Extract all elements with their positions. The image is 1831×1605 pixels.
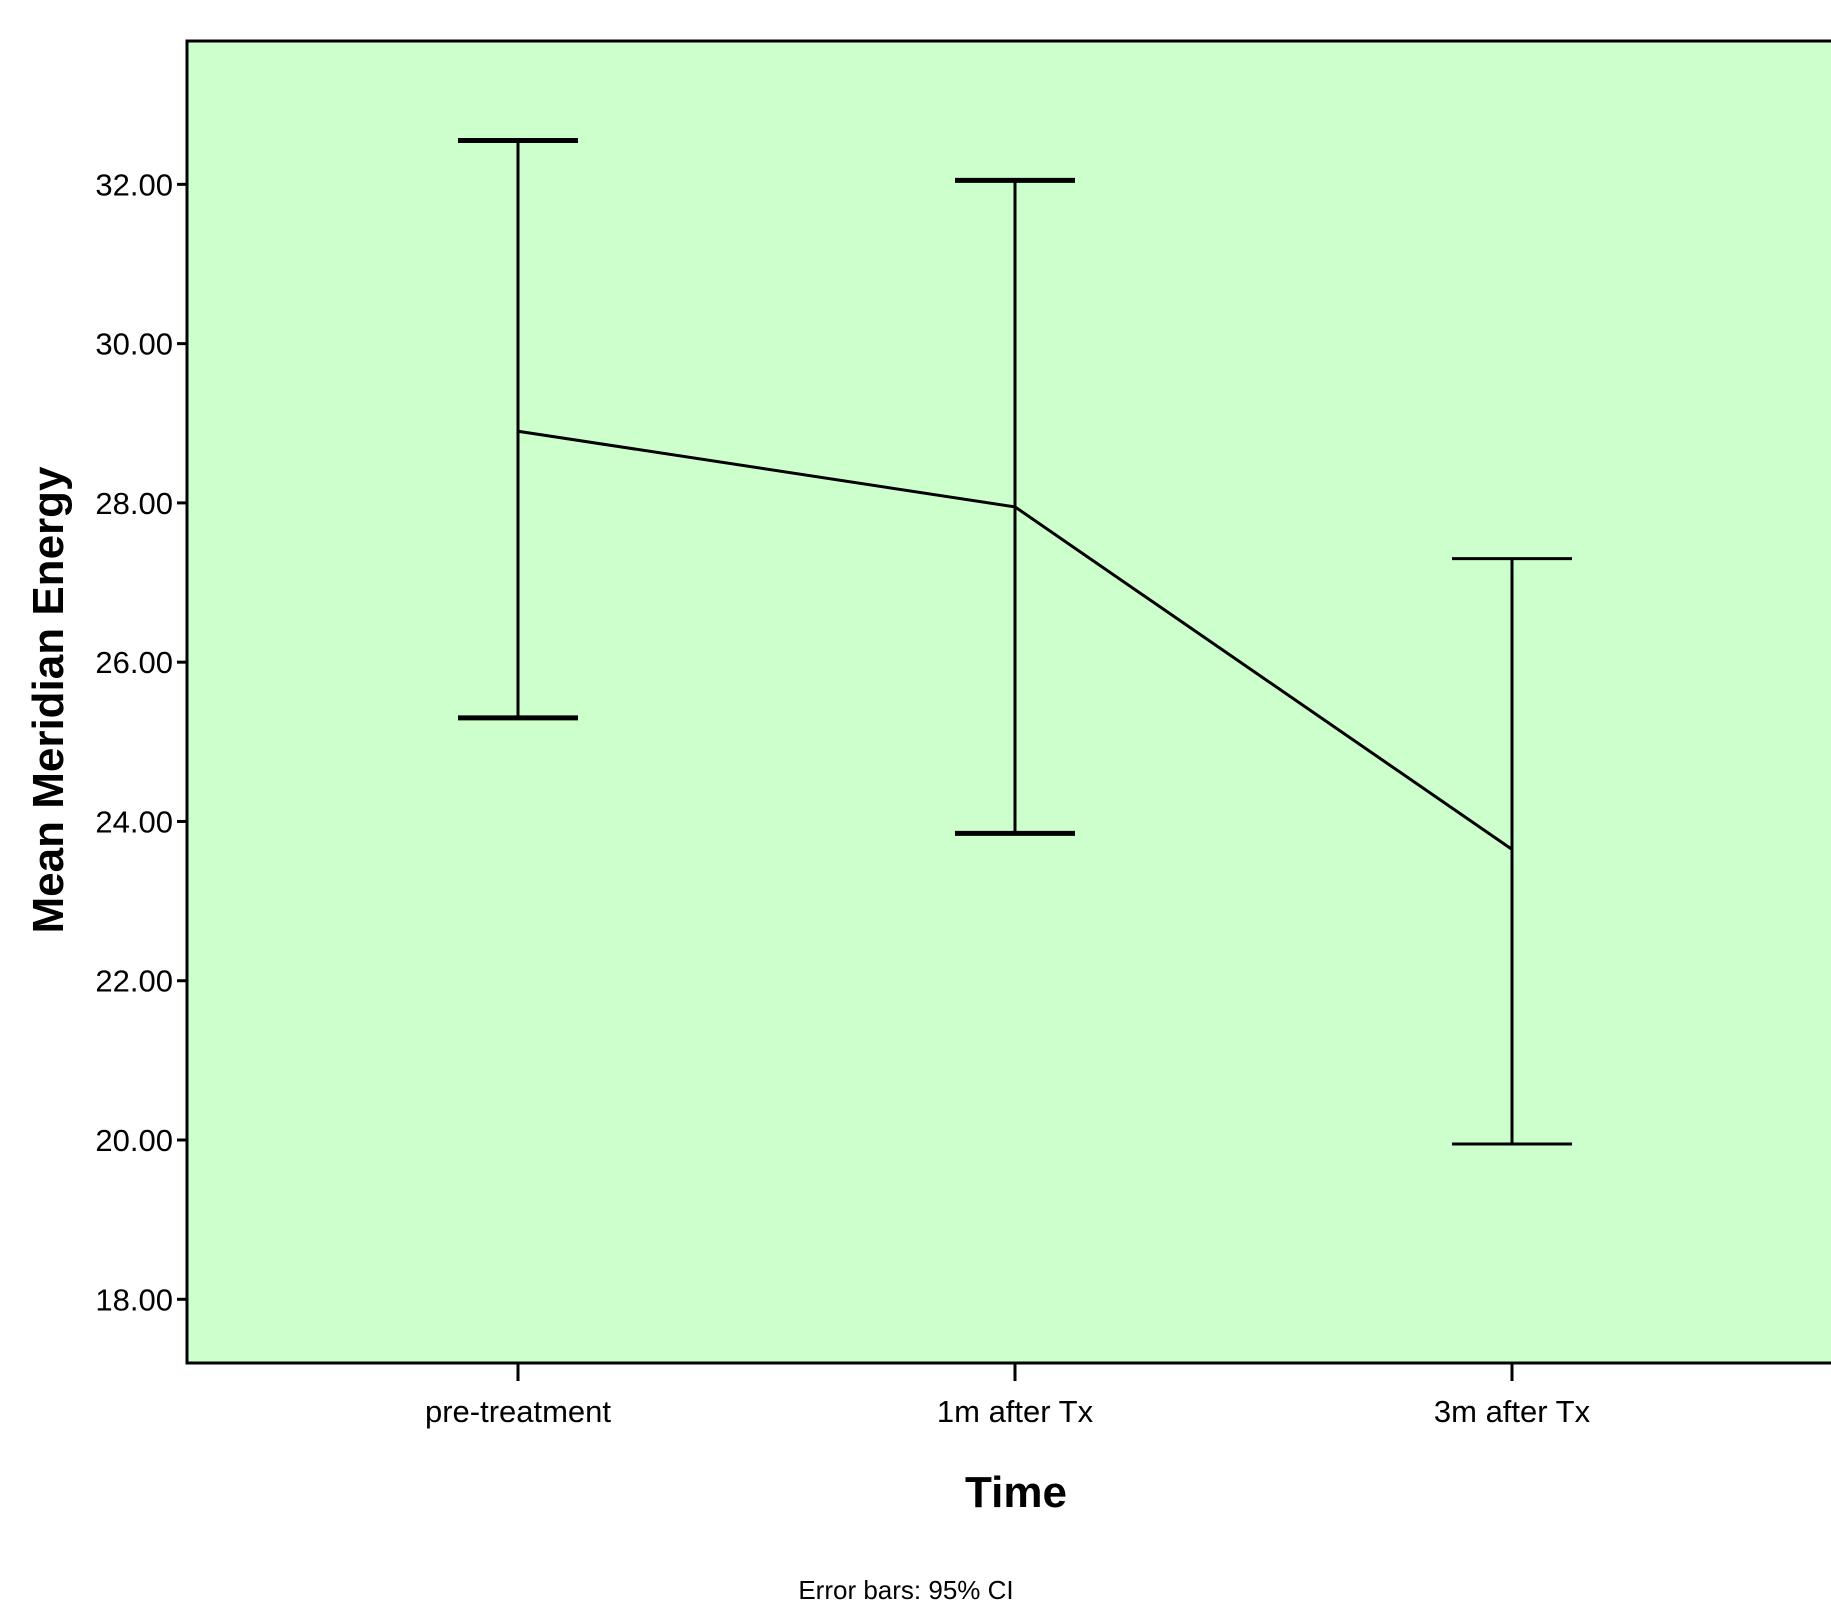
plot-area [185, 39, 1831, 1365]
x-axis-ticks: pre-treatment 1m after Tx 3m after Tx [425, 1363, 1591, 1429]
y-tick-label: 24.00 [95, 804, 173, 839]
x-tick-label: pre-treatment [425, 1394, 611, 1429]
error-bars [458, 138, 1572, 1146]
x-tick-label: 3m after Tx [1434, 1394, 1591, 1429]
y-tick-label: 30.00 [95, 327, 173, 362]
y-tick-label: 18.00 [95, 1282, 173, 1317]
y-axis-ticks: 18.00 20.00 22.00 24.00 26.00 28.00 30.00 32.00 [95, 167, 187, 1317]
y-tick-label: 28.00 [95, 486, 173, 521]
error-bars-footnote: Error bars: 95% CI [798, 1575, 1013, 1605]
y-tick-label: 22.00 [95, 964, 173, 999]
mean-line [517, 429, 1513, 851]
y-tick-label: 32.00 [95, 167, 173, 202]
y-tick-label: 26.00 [95, 645, 173, 680]
y-axis-title: Mean Meridian Energy [24, 466, 73, 934]
x-axis-title: Time [965, 1468, 1067, 1517]
y-tick-label: 20.00 [95, 1123, 173, 1158]
x-tick-label: 1m after Tx [937, 1394, 1094, 1429]
series-line-group [517, 429, 1513, 851]
